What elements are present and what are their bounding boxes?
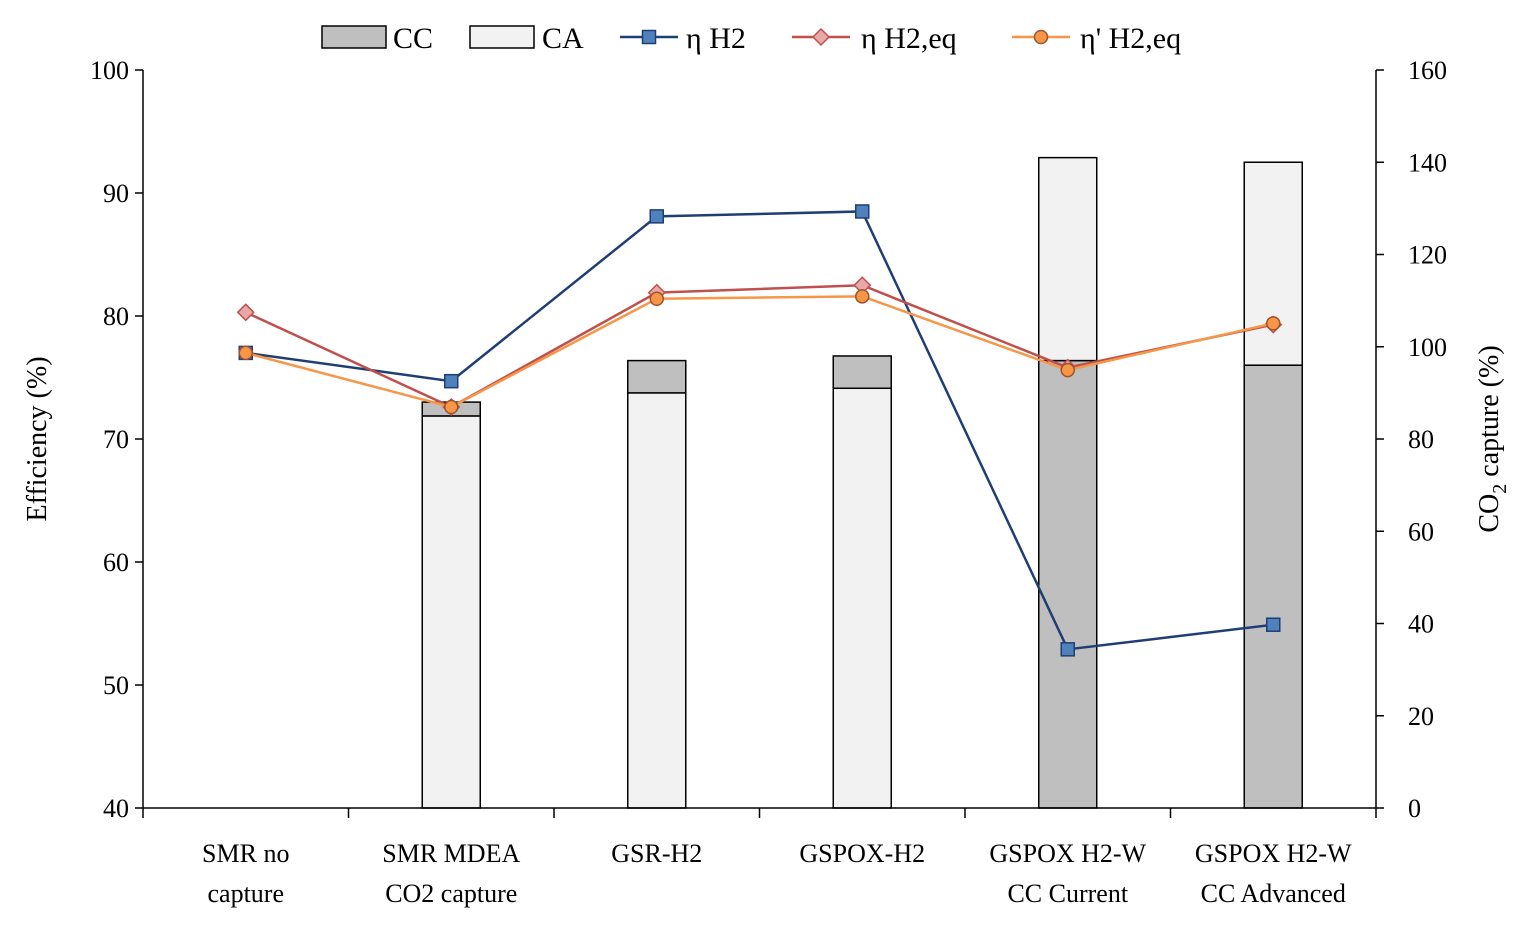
legend-item-2: η H2 — [620, 22, 746, 55]
data-point — [855, 289, 870, 304]
legend-label: η H2 — [686, 22, 746, 55]
data-point — [1266, 617, 1281, 632]
legend-label: CA — [542, 22, 584, 55]
series-path-0 — [245, 210, 1274, 651]
legend-label: CC — [393, 22, 433, 55]
legend-marker — [641, 29, 657, 45]
y-right-title: CO2 capture (%) — [1474, 345, 1511, 532]
series-path-1 — [245, 283, 1274, 409]
data-point — [649, 291, 664, 307]
y-right-tick-label: 160 — [1408, 56, 1447, 85]
legend-label: η' H2,eq — [1080, 22, 1181, 55]
bar-cc-3 — [832, 355, 892, 390]
y-right-tick-label: 0 — [1408, 794, 1421, 823]
legend: CC CA η H2 η H2,eq η' H2,eq — [321, 22, 1181, 55]
x-category-label: GSPOX H2-W — [1195, 839, 1352, 868]
x-category-label: CO2 capture — [385, 879, 517, 908]
y-right-tick-label: 80 — [1408, 425, 1434, 454]
legend-marker — [1033, 29, 1049, 45]
lines — [236, 204, 1283, 657]
legend-marker — [811, 27, 831, 47]
y-left-tick-label: 80 — [103, 302, 129, 331]
y-left-title: Efficiency (%) — [22, 356, 53, 521]
data-point — [1060, 362, 1075, 378]
bar-ca-1 — [421, 415, 481, 809]
bar-ca-2 — [627, 392, 687, 809]
y-left-tick-label: 100 — [90, 56, 129, 85]
legend-item-3: η H2,eq — [792, 22, 957, 55]
legend-item-4: η' H2,eq — [1012, 22, 1181, 55]
series-line-2 — [238, 289, 1281, 415]
bar-cc-4 — [1038, 359, 1098, 809]
y-right-tick-label: 140 — [1408, 148, 1447, 177]
data-point — [855, 204, 870, 219]
legend-swatch — [321, 25, 387, 49]
data-point — [444, 373, 459, 389]
data-point — [238, 345, 253, 361]
data-point — [1266, 316, 1281, 331]
data-point — [1060, 642, 1075, 657]
bar-ca-3 — [832, 387, 892, 809]
data-point — [236, 303, 255, 322]
x-category-label: GSR-H2 — [611, 839, 702, 868]
labels: 40 50 60 70 80 90 100 0 20 40 60 80 100 120 140 160 SMR … — [22, 56, 1511, 908]
legend-item-0: CC — [321, 22, 433, 55]
legend-label: η H2,eq — [861, 22, 957, 55]
legend-item-1: CA — [469, 22, 584, 55]
y-right-tick-label: 40 — [1408, 610, 1434, 639]
y-left-tick-label: 90 — [103, 179, 129, 208]
data-point — [649, 209, 664, 224]
legend-swatch — [469, 25, 535, 49]
y-right-tick-label: 60 — [1408, 517, 1434, 546]
x-category-label: GSPOX-H2 — [799, 839, 925, 868]
y-left-tick-label: 50 — [103, 671, 129, 700]
y-left-tick-label: 40 — [103, 794, 129, 823]
x-category-label: CC Advanced — [1201, 879, 1346, 908]
x-category-label: capture — [207, 879, 284, 908]
x-category-label: GSPOX H2-W — [989, 839, 1146, 868]
y-right-tick-label: 100 — [1408, 333, 1447, 362]
data-point — [444, 399, 459, 415]
y-left-tick-label: 70 — [103, 425, 129, 454]
x-category-label: CC Current — [1007, 879, 1128, 908]
bar-cc-2 — [627, 359, 687, 394]
bar-ca-5 — [1243, 161, 1303, 366]
x-category-label: SMR no — [202, 839, 289, 868]
y-left-tick-label: 60 — [103, 548, 129, 577]
y-right-tick-label: 20 — [1408, 702, 1434, 731]
y-right-tick-label: 120 — [1408, 241, 1447, 270]
bar-ca-4 — [1038, 156, 1098, 362]
bars — [421, 156, 1303, 809]
series-line-0 — [238, 204, 1281, 657]
axes — [135, 69, 1384, 818]
series-path-2 — [245, 295, 1274, 409]
x-category-label: SMR MDEA — [382, 839, 520, 868]
bar-cc-5 — [1243, 364, 1303, 809]
